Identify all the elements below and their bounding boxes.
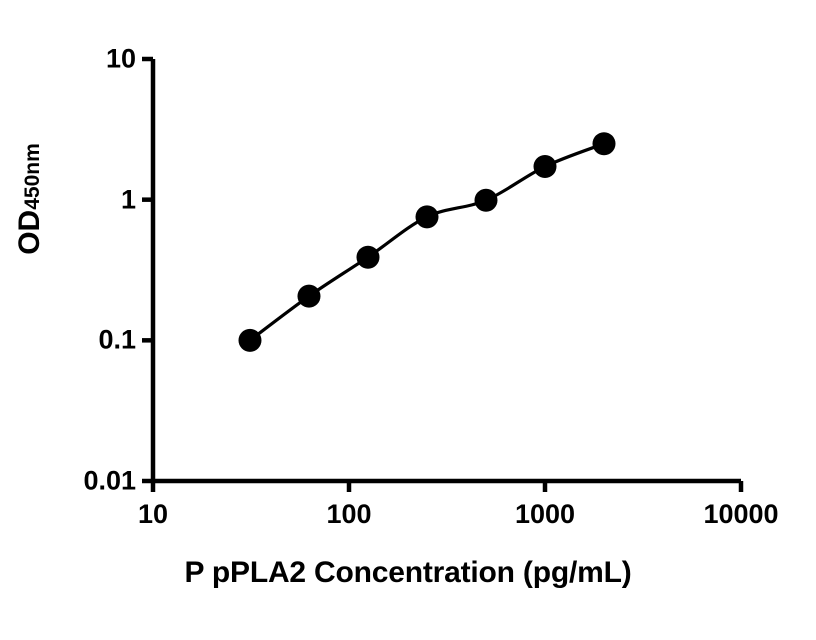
x-tick-label: 1000 <box>514 499 576 529</box>
y-tick-label: 1 <box>120 184 136 215</box>
y-axis-title-subscript: 450nm <box>21 143 44 210</box>
x-tick-label: 100 <box>326 499 372 529</box>
y-tick-label: 10 <box>105 43 136 74</box>
y-tick-label: 0.01 <box>83 465 136 496</box>
x-axis-title: P pPLA2 Concentration (pg/mL) <box>184 556 632 589</box>
data-point-marker <box>297 284 321 308</box>
data-point-marker <box>474 188 498 212</box>
y-axis-title: OD450nm <box>13 109 47 289</box>
data-point-marker <box>356 245 380 269</box>
data-point-marker <box>238 328 262 352</box>
data-point-marker <box>533 155 557 179</box>
data-point-marker <box>415 205 439 229</box>
y-axis-title-main: OD <box>13 209 46 255</box>
data-points <box>238 132 616 352</box>
x-tick-label: 10 <box>137 499 169 529</box>
axes-group <box>142 56 744 492</box>
y-tick-label: 0.1 <box>98 324 136 355</box>
data-point-marker <box>592 132 616 156</box>
x-tick-label: 10000 <box>703 499 779 529</box>
